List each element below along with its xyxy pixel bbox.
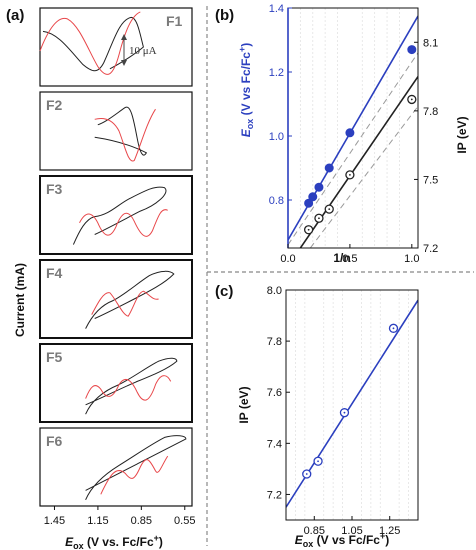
b-point-dot-1-1	[318, 217, 320, 220]
panel-c-ylabel: IP (eV)	[237, 386, 251, 423]
panel-label-F6: F6	[46, 433, 63, 449]
panel-a-xlabel-sub: ox	[73, 541, 84, 550]
b-ytick-left-label-3: 1.4	[269, 3, 284, 15]
c-point-dot-3	[392, 327, 395, 330]
panel-b-ylabel-left: Eox (V vs Fc/Fc+)	[237, 43, 255, 138]
b-point-dot-1-2	[328, 208, 331, 211]
panel-label-F1: F1	[166, 13, 183, 29]
b-ytick-left-label-0: 0.8	[269, 195, 284, 207]
b-ytick-left-label-2: 1.2	[269, 67, 284, 79]
b-point-0-1	[308, 192, 318, 202]
voltammogram-black-5	[85, 357, 178, 415]
c-point-dot-2	[343, 411, 346, 414]
scale-bar-label: 10 μA	[129, 45, 157, 57]
a-xtick-label-0: 1.45	[44, 515, 65, 527]
b-point-dot-1-4	[410, 98, 413, 101]
b-ytick-right-label-1: 7.5	[423, 174, 438, 186]
b-point-dot-1-3	[349, 173, 351, 176]
panel-a-frame-5	[39, 343, 193, 423]
panel-label-F2: F2	[46, 97, 63, 113]
voltammogram-black-4	[85, 270, 175, 329]
a-xtick-label-2: 0.85	[131, 515, 152, 527]
voltammogram-red-5	[85, 375, 172, 401]
b-point-0-5	[407, 45, 417, 55]
panel-b-xlabel: 1/n	[333, 251, 350, 265]
b-fit-dashed-1	[309, 105, 418, 248]
panel-b-label: (b)	[215, 7, 234, 24]
panel-c-chart: 0.85 1.05 1.25 7.2 7.4 7.6 7.8 8.0	[267, 285, 419, 537]
b-ytick-left-label-1: 1.0	[269, 131, 284, 143]
b-point-0-2	[314, 182, 324, 192]
voltammogram-red-2	[94, 108, 156, 162]
voltammogram-black-3	[72, 186, 167, 245]
voltammogram-red-6	[100, 455, 169, 495]
b-point-0-3	[324, 163, 334, 173]
voltammogram-black-6	[85, 435, 187, 500]
panel-label-F4: F4	[46, 265, 63, 281]
c-xtick-label-2: 1.25	[379, 525, 400, 537]
voltammogram-red-4	[91, 290, 159, 317]
panel-c-label: (c)	[215, 283, 233, 300]
panel-c-xlabel-e: E	[295, 533, 304, 547]
voltammogram-black-2	[94, 106, 148, 156]
panel-a-label: (a)	[6, 7, 24, 24]
panel-a-xlabel-sup: +	[154, 533, 159, 543]
voltammogram-black-1	[42, 16, 144, 72]
c-ytick-label-3: 7.8	[267, 336, 282, 348]
b-fit-dashed-0	[288, 52, 418, 246]
panel-label-F5: F5	[46, 349, 63, 365]
a-xtick-label-3: 0.55	[174, 515, 195, 527]
panel-a-frame-4	[39, 259, 193, 339]
b-ytick-right-label-2: 7.8	[423, 106, 438, 118]
panel-a-frame-2	[39, 91, 193, 171]
c-xtick-label-1: 1.05	[341, 525, 362, 537]
panel-c-xlabel: Eox (V vs Fc/Fc+)	[295, 531, 390, 549]
panel-b-ylabel-e: E	[239, 128, 253, 137]
voltammogram-red-1	[39, 11, 141, 75]
b-xtick-label-2: 1.0	[404, 253, 419, 265]
panel-b-ylabel-right: IP (eV)	[455, 116, 469, 153]
panel-c-xlabel-sup: +	[380, 531, 385, 541]
panel-a-frame-6	[39, 427, 193, 507]
c-ytick-label-1: 7.4	[267, 438, 282, 450]
panel-a-xlabel-end: )	[159, 535, 163, 549]
panel-b-ylabel-end: )	[239, 43, 253, 47]
b-xtick-label-0: 0.0	[280, 253, 295, 265]
panel-label-F3: F3	[46, 181, 63, 197]
voltammogram-red-3	[79, 209, 168, 237]
c-point-dot-1	[317, 460, 319, 463]
b-ytick-right-label-0: 7.2	[423, 243, 438, 255]
panel-a-xlabel-rest: (V vs. Fc/Fc	[84, 535, 154, 549]
panel-c-xlabel-end: )	[385, 533, 389, 547]
a-xtick-label-1: 1.15	[87, 515, 108, 527]
c-ytick-label-4: 8.0	[267, 285, 282, 297]
panel-a-ylabel: Current (mA)	[13, 263, 27, 337]
c-ytick-label-2: 7.6	[267, 387, 282, 399]
panel-a-xticks: 1.45 1.15 0.85 0.55	[44, 506, 195, 527]
panel-b-ylabel-sup: +	[237, 47, 247, 52]
panel-c-xlabel-sub: ox	[303, 539, 314, 549]
panel-a-xlabel-e: E	[65, 535, 74, 549]
panel-b-ylabel-sub: ox	[245, 119, 255, 130]
panel-b-ylabel-rest: (V vs Fc/Fc	[239, 52, 253, 119]
b-point-0-0	[304, 198, 314, 208]
b-xtick-label-1: 0.5	[342, 253, 357, 265]
b-point-0-4	[345, 128, 355, 138]
b-point-dot-1-0	[307, 228, 310, 231]
panel-b-chart: 0.0 0.5 1.0 0.8 1.0 1.2 1.4 7.2 7.5 7.8 8.1	[269, 3, 439, 265]
panel-a-frame-1	[39, 7, 193, 87]
c-xtick-label-0: 0.85	[304, 525, 325, 537]
scale-bar: 10 μA	[121, 34, 157, 66]
panel-a-xlabel: Eox (V vs. Fc/Fc+)	[65, 533, 163, 550]
panel-a-frame-3	[39, 175, 193, 255]
c-point-dot-0	[305, 473, 308, 475]
b-ytick-right-label-3: 8.1	[423, 37, 438, 49]
panel-a-voltammograms: F1 F2 F3 F4 F5 F6	[39, 7, 193, 507]
panel-c-xlabel-rest: (V vs Fc/Fc	[313, 533, 380, 547]
c-ytick-label-0: 7.2	[267, 489, 282, 501]
